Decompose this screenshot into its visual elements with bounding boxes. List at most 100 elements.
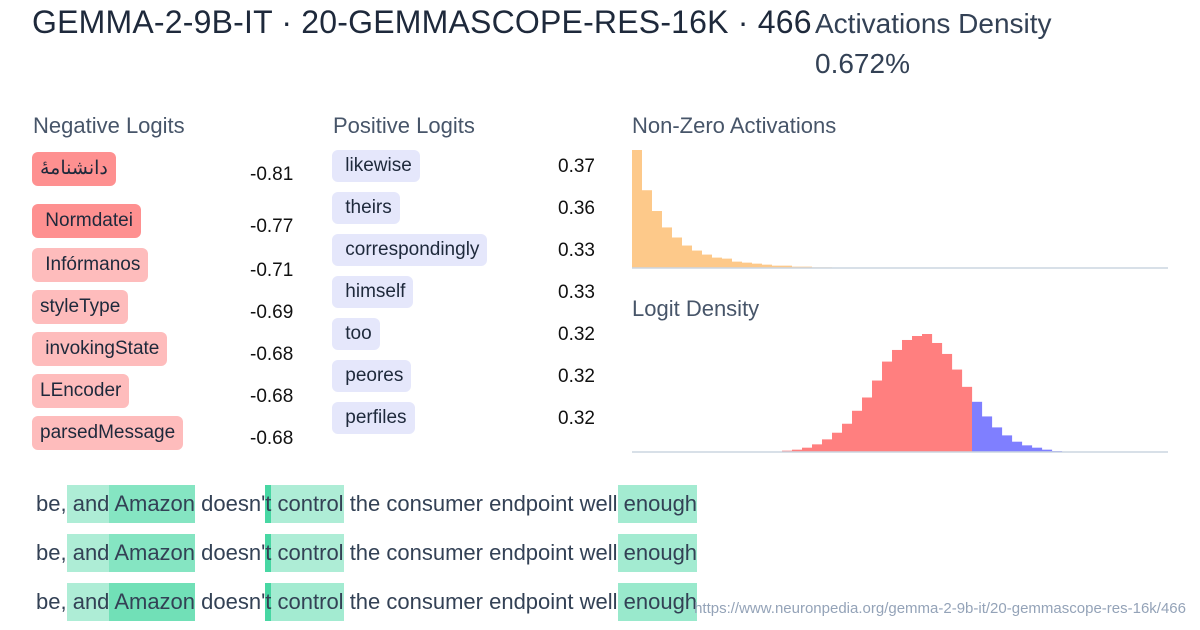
activation-bar [762, 264, 772, 268]
negative-logit-token: parsedMessage [32, 416, 184, 450]
activation-bar [732, 261, 742, 268]
activation-bar [742, 262, 752, 268]
positive-logits-heading: Positive Logits [333, 113, 475, 138]
example-token: be, [36, 491, 67, 516]
example-token: doesn' [195, 540, 266, 565]
logit-bar-negative [802, 447, 813, 452]
activation-bar [632, 150, 642, 268]
negative-logit-token: دانشنامهٔ [32, 152, 116, 186]
example-token: control [271, 583, 344, 621]
positive-logit-value: 0.32 [558, 366, 595, 387]
positive-logit-token: peores [332, 360, 412, 392]
negative-logits-heading: Negative Logits [33, 113, 185, 138]
activation-bar [672, 237, 682, 268]
positive-logit-token: too [332, 318, 380, 350]
logit-bar-negative [872, 380, 883, 452]
positive-logit-token: perfiles [332, 402, 415, 434]
negative-logit-token: invokingState [32, 332, 168, 366]
density-label: Activations Density [815, 8, 1052, 39]
example-token: t [265, 485, 272, 523]
negative-logit-value: -0.69 [250, 302, 294, 323]
example-token: and [66, 583, 110, 621]
positive-logit-token: likewise [332, 150, 420, 182]
example-token: Amazon [109, 534, 196, 572]
example-token: enough [617, 485, 698, 523]
activation-bar [702, 254, 712, 268]
negative-logit-value: -0.68 [250, 428, 294, 449]
logit-bar-negative [822, 439, 833, 452]
example-token: and [66, 485, 110, 523]
activation-bar [652, 211, 662, 268]
positive-logit-token: theirs [332, 192, 400, 224]
positive-logit-value: 0.33 [558, 282, 595, 303]
logit-bar-positive [992, 427, 1003, 452]
example-token: control [271, 534, 344, 572]
example-token: enough [617, 534, 698, 572]
logit-bar-negative [962, 386, 973, 452]
negative-logit-token: Normdatei [32, 204, 141, 238]
negative-logit-value: -0.68 [250, 344, 294, 365]
logit-bar-positive [972, 401, 983, 452]
logit-bar-positive [1042, 449, 1053, 452]
logit-bar-positive [1032, 447, 1043, 452]
example-token: the consumer endpoint well [343, 540, 618, 565]
logit-bar-negative [902, 339, 913, 452]
activation-bar [772, 265, 782, 268]
source-url: https://www.neuronpedia.org/gemma-2-9b-i… [694, 600, 1186, 617]
logit-density-heading: Logit Density [632, 296, 760, 321]
positive-logit-value: 0.32 [558, 324, 595, 345]
example-token: be, [36, 589, 67, 614]
logit-density-histogram [632, 334, 1168, 453]
example-token: and [66, 534, 110, 572]
activation-bar [722, 258, 732, 268]
positive-logit-value: 0.37 [558, 156, 595, 177]
activation-bar [752, 263, 762, 268]
example-token: t [265, 583, 272, 621]
nonzero-activations-histogram [632, 150, 1168, 269]
activation-bar [782, 265, 792, 268]
example-row: be, and Amazon doesn' t control the consu… [36, 485, 698, 523]
logit-bar-negative [922, 334, 933, 452]
density-value: 0.672% [815, 48, 910, 79]
activation-bar [682, 245, 692, 268]
example-token: Amazon [109, 583, 196, 621]
negative-logit-value: -0.71 [250, 260, 294, 281]
example-token: the consumer endpoint well [343, 491, 618, 516]
logit-bar-negative [942, 353, 953, 452]
positive-logit-value: 0.33 [558, 240, 595, 261]
logit-bar-negative [892, 349, 903, 452]
negative-logit-value: -0.68 [250, 386, 294, 407]
example-token: enough [617, 583, 698, 621]
example-token: doesn' [195, 491, 266, 516]
negative-logit-token: styleType [32, 290, 129, 324]
example-token: control [271, 485, 344, 523]
example-token: Amazon [109, 485, 196, 523]
logit-bar-positive [982, 416, 993, 452]
logit-bar-negative [842, 423, 853, 452]
logit-bar-negative [932, 342, 943, 452]
positive-logit-value: 0.36 [558, 198, 595, 219]
example-row: be, and Amazon doesn' t control the consu… [36, 534, 698, 572]
logit-bar-negative [862, 397, 873, 452]
logit-bar-negative [832, 432, 843, 452]
example-row: be, and Amazon doesn' t control the consu… [36, 583, 698, 621]
page-title: GEMMA-2-9B-IT · 20-GEMMASCOPE-RES-16K · … [32, 4, 812, 40]
logit-bar-negative [912, 335, 923, 452]
nonzero-activations-heading: Non-Zero Activations [632, 113, 837, 138]
logit-bar-negative [852, 410, 863, 452]
activation-bar [692, 250, 702, 268]
example-token: t [265, 534, 272, 572]
logit-bar-positive [1002, 435, 1013, 452]
positive-logit-token: himself [332, 276, 414, 308]
positive-logit-token: correspondingly [332, 234, 488, 266]
logit-bar-negative [952, 369, 963, 452]
example-token: doesn' [195, 589, 266, 614]
positive-logit-value: 0.32 [558, 408, 595, 429]
activations-density: Activations Density 0.672% [815, 4, 1052, 84]
logit-bar-negative [882, 361, 893, 452]
logit-bar-negative [792, 449, 803, 452]
activation-bar [642, 190, 652, 268]
example-token: the consumer endpoint well [343, 589, 618, 614]
negative-logit-value: -0.81 [250, 164, 294, 185]
negative-logit-token: Infórmanos [32, 248, 149, 282]
